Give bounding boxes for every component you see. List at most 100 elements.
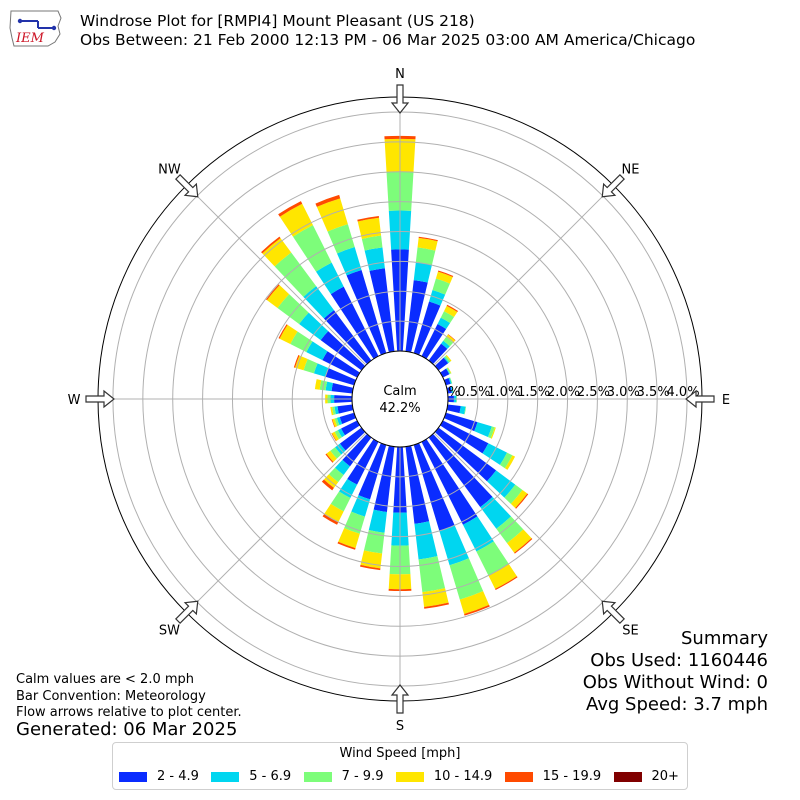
legend-label: 20+	[651, 769, 679, 784]
bar-segment	[432, 278, 450, 295]
bar-segment	[261, 236, 281, 254]
bar-segment	[331, 419, 336, 428]
bar-segment	[495, 576, 518, 590]
bar-segment	[327, 224, 355, 254]
bar-segment	[315, 194, 341, 207]
bar-segment	[332, 406, 336, 415]
bar-segment	[486, 470, 516, 498]
bar-segment	[336, 416, 343, 426]
bar-segment	[292, 225, 332, 272]
bar-segment	[334, 430, 342, 440]
bar-segment	[339, 412, 356, 424]
bar-segment	[490, 427, 496, 439]
bar-segment	[515, 493, 529, 509]
legend-swatch	[211, 771, 240, 782]
bar-segment	[331, 383, 354, 394]
note-bar-convention: Bar Convention: Meteorology	[16, 688, 206, 704]
bar-segment	[339, 478, 358, 499]
bar-segment	[507, 529, 532, 553]
bar-segment	[428, 343, 448, 365]
legend-label: 15 - 19.9	[542, 769, 602, 784]
bar-segment	[413, 301, 441, 355]
compass-label: S	[396, 719, 404, 734]
bar-segment	[322, 513, 339, 525]
bar-segment	[434, 427, 497, 482]
compass-label: E	[722, 393, 730, 408]
flow-arrow-icon	[390, 84, 410, 114]
flow-arrow-icon	[390, 684, 410, 714]
bar-segment	[325, 368, 356, 386]
bar-segment	[330, 406, 334, 416]
bar-segment	[437, 270, 454, 278]
bar-segment	[324, 503, 344, 523]
bar-segment	[295, 355, 308, 371]
bar-segment	[474, 422, 492, 438]
bar-segment	[446, 368, 450, 375]
grid-spoke	[186, 432, 367, 613]
bar-segment	[504, 455, 516, 470]
legend-label: 2 - 4.9	[157, 769, 199, 784]
bar-segment	[476, 541, 509, 576]
summary-obs-without-wind: Obs Without Wind: 0	[582, 672, 768, 693]
bar-segment	[415, 247, 436, 266]
bar-segment	[325, 381, 333, 392]
grid-spoke	[186, 185, 367, 366]
bar-segment	[279, 203, 313, 237]
grid-spoke	[433, 185, 614, 366]
bar-segment	[293, 355, 300, 368]
bar-segment	[446, 367, 451, 375]
compass-labels: N NE E SE S SW W NW	[68, 67, 731, 734]
flow-arrow-icon	[174, 173, 199, 198]
bar-segment	[316, 198, 348, 232]
radial-tick-label: 2.5%	[577, 385, 610, 400]
grid-spoke	[433, 432, 614, 613]
bar-segment	[413, 262, 432, 283]
bar-segment	[446, 404, 461, 414]
bar-segment	[360, 564, 381, 571]
bar-segment	[331, 431, 339, 441]
bar-segment	[344, 511, 365, 534]
notes: Calm values are < 2.0 mph Bar Convention…	[16, 672, 242, 722]
title-line-2: Obs Between: 21 Feb 2000 12:13 PM - 06 M…	[80, 31, 696, 49]
bar-segment	[277, 294, 309, 325]
bar-segment	[290, 331, 313, 353]
bar-segment	[330, 286, 379, 359]
bar-segment	[437, 317, 451, 329]
bar-segment	[487, 426, 495, 439]
bar-segment	[422, 588, 449, 607]
bar-segment	[417, 237, 438, 251]
bar-segment	[446, 386, 452, 394]
bar-segment	[262, 238, 292, 267]
bar-segment	[443, 305, 458, 318]
bar-segment	[428, 433, 493, 508]
bar-segment	[369, 268, 395, 353]
bar-segment	[274, 252, 317, 297]
legend-swatch	[303, 771, 332, 782]
legend-title: Wind Speed [mph]	[339, 746, 461, 761]
calm-value: 42.2%	[379, 401, 420, 416]
bar-segment	[337, 428, 345, 438]
legend-label: 7 - 9.9	[341, 769, 384, 784]
compass-label: NE	[622, 162, 640, 177]
flow-arrows	[85, 84, 715, 714]
bar-segment	[414, 521, 438, 560]
bar-segment	[435, 271, 453, 284]
bar-segment	[440, 420, 489, 454]
compass-label: NW	[158, 162, 181, 177]
bar-segment	[266, 285, 290, 309]
bar-segment	[447, 367, 452, 374]
legend-swatch	[119, 771, 147, 782]
bar-segment	[444, 355, 451, 363]
chart-title: Windrose Plot for [RMPI4] Mount Pleasant…	[80, 12, 695, 50]
bar-segment	[313, 363, 329, 377]
bar-segment	[306, 341, 328, 361]
compass-label: SE	[622, 624, 638, 639]
legend-item: 7 - 9.9	[303, 769, 384, 784]
windrose-bars	[261, 135, 533, 616]
bar-segment	[488, 563, 517, 589]
bar-segment	[351, 495, 371, 517]
radial-tick-label: 3.5%	[637, 385, 670, 400]
radial-tick-label: 1.0%	[487, 385, 520, 400]
note-calm: Calm values are < 2.0 mph	[16, 672, 195, 687]
